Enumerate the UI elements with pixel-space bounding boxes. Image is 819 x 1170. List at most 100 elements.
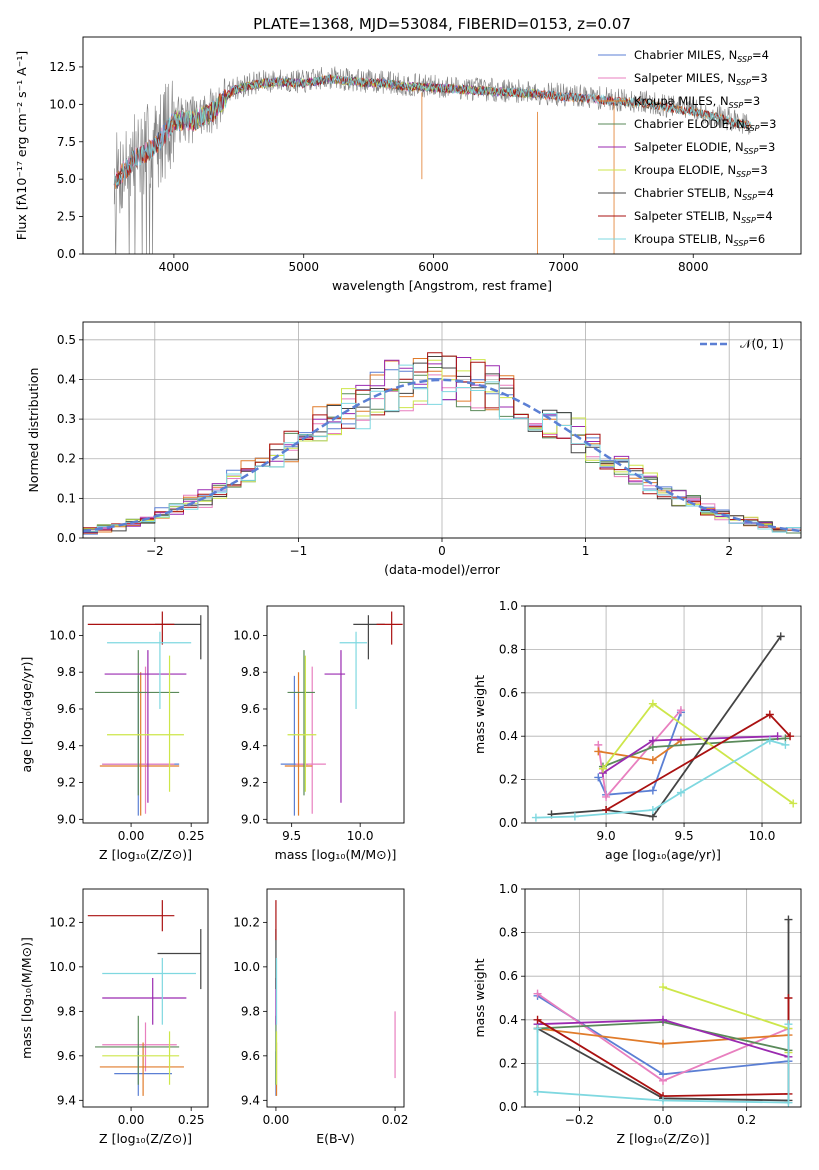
x-tick-label: 7000 <box>548 260 579 274</box>
y-tick-label: 10.0 <box>49 960 76 974</box>
weight-marker-kroupa-stelib <box>659 1096 667 1105</box>
x-tick-label: −2 <box>146 544 164 558</box>
plot-area <box>87 900 202 1096</box>
y-tick-label: 9.8 <box>57 1004 76 1018</box>
y-tick-label: 0.8 <box>499 926 518 940</box>
figure-title: PLATE=1368, MJD=53084, FIBERID=0153, z=0… <box>253 15 631 33</box>
x-tick-label: 4000 <box>159 260 190 274</box>
plot-area <box>83 352 801 535</box>
y-tick-label: 9.0 <box>57 812 76 826</box>
plot-area <box>87 611 202 816</box>
legend-label: 𝒩(0, 1) <box>740 337 784 351</box>
weight-marker-kroupa-stelib <box>784 1098 793 1107</box>
weight-line-chabrier-stelib <box>551 635 782 818</box>
errorbar-salpeter-elodie <box>324 650 346 803</box>
x-tick-label: 8000 <box>678 260 709 274</box>
y-tick-label: 9.2 <box>241 776 260 790</box>
y-tick-label: 7.5 <box>57 135 76 149</box>
y-tick-label: 9.6 <box>241 1049 260 1063</box>
y-tick-label: 9.8 <box>241 1004 260 1018</box>
y-tick-label: 9.8 <box>57 665 76 679</box>
plot-area <box>280 611 403 816</box>
y-tick-label: 1.0 <box>499 882 518 896</box>
legend: 𝒩(0, 1) <box>700 337 784 351</box>
y-tick-label: 9.6 <box>57 702 76 716</box>
weight-marker-kroupa-miles <box>648 756 657 765</box>
x-tick-label: 0.25 <box>178 829 205 843</box>
plot-area <box>533 915 793 1107</box>
errorbar-chabrier-elodie <box>287 650 315 796</box>
weight-marker-salpeter-elodie <box>773 732 782 741</box>
weight-marker-kroupa-stelib <box>533 1087 542 1096</box>
x-axis-label: Z [log₁₀(Z/Z⊙)] <box>99 847 192 862</box>
weight-marker-kroupa-stelib <box>533 1024 542 1033</box>
errorbar-kroupa-stelib <box>102 957 196 1025</box>
weight-marker-kroupa-stelib <box>570 812 579 821</box>
y-tick-label: 0.8 <box>499 642 518 656</box>
errorbar-salpeter-miles <box>295 666 326 814</box>
y-tick-label: 9.6 <box>241 702 260 716</box>
legend-label: Chabrier ELODIE, NSSP=3 <box>634 117 776 133</box>
x-tick-label: −1 <box>290 544 308 558</box>
weight-marker-kroupa-stelib <box>781 740 790 749</box>
y-tick-label: 10.0 <box>233 960 260 974</box>
x-tick-label: 5000 <box>288 260 319 274</box>
y-tick-label: 2.5 <box>57 210 76 224</box>
weight-marker-kroupa-elodie <box>789 799 798 808</box>
weight-marker-salpeter-stelib <box>533 1015 542 1024</box>
weight-marker-salpeter-miles <box>533 989 542 998</box>
y-tick-label: 10.2 <box>49 915 76 929</box>
y-tick-label: 9.4 <box>57 1093 76 1107</box>
y-tick-label: 0.3 <box>57 412 76 426</box>
y-tick-label: 0.0 <box>499 816 518 830</box>
weight-marker-chabrier-stelib <box>784 915 793 924</box>
panel-6: 0.00 0.25 9.4 9.6 9.8 10.0 10.2 Z [log₁₀(Z/Z⊙)]… <box>19 888 209 1146</box>
legend-label: Kroupa STELIB, NSSP=6 <box>634 232 765 248</box>
y-tick-label: 10.0 <box>49 97 76 111</box>
axes-frame <box>82 36 802 255</box>
x-tick-label: 9.5 <box>675 829 694 843</box>
panel-8: −0.2 0.0 0.2 0.0 0.2 0.4 0.6 0.8 1.0 Z [log₁₀(Z/Z… <box>472 882 802 1146</box>
x-tick-label: 10.0 <box>749 829 776 843</box>
weight-marker-salpeter-stelib <box>784 994 793 1002</box>
weight-marker-kroupa-miles <box>594 747 603 756</box>
x-axis-label: Z [log₁₀(Z/Z⊙)] <box>99 1131 192 1146</box>
weight-marker-chabrier-miles <box>648 786 657 795</box>
weight-marker-salpeter-stelib <box>602 805 611 814</box>
errorbar-kroupa-elodie <box>107 655 184 792</box>
y-tick-label: 0.0 <box>57 531 76 545</box>
weight-marker-kroupa-stelib <box>765 736 774 745</box>
normal-reference-curve <box>83 378 801 533</box>
y-tick-label: 9.4 <box>241 739 260 753</box>
weight-marker-kroupa-elodie <box>648 699 657 708</box>
y-tick-label: 0.2 <box>499 1056 518 1070</box>
weight-marker-salpeter-miles <box>676 706 685 715</box>
axes-frame <box>82 888 209 1108</box>
x-tick-label: 0.00 <box>263 1113 290 1127</box>
panel-1: 4000 5000 6000 7000 8000 0.0 2.5 5.0 7.5 10.0 12.5… <box>14 36 802 293</box>
panel-7: 0.00 0.02 9.4 9.6 9.8 10.0 10.2 E(B-V) <box>233 888 408 1146</box>
y-tick-label: 9.8 <box>241 665 260 679</box>
errorbar-kroupa-stelib <box>107 631 192 709</box>
legend-label: Kroupa ELODIE, NSSP=3 <box>634 163 768 179</box>
y-tick-label: 0.1 <box>57 491 76 505</box>
weight-marker-chabrier-miles <box>594 773 603 782</box>
x-axis-label: age [log₁₀(age/yr)] <box>605 847 721 862</box>
weight-marker-kroupa-stelib <box>648 805 657 814</box>
legend-label: Chabrier STELIB, NSSP=4 <box>634 186 774 202</box>
errorbar-kroupa-stelib <box>339 631 368 709</box>
errorbar-salpeter-elodie <box>102 977 187 1025</box>
errorbar-salpeter-stelib <box>87 900 175 932</box>
y-tick-label: 9.2 <box>57 776 76 790</box>
y-tick-label: 5.0 <box>57 172 76 186</box>
y-tick-label: 9.4 <box>57 739 76 753</box>
errorbar-kroupa-miles <box>99 672 180 816</box>
weight-marker-kroupa-stelib <box>676 788 685 797</box>
axes-frame <box>82 605 209 824</box>
errorbar-kroupa-elodie <box>287 655 317 792</box>
x-tick-label: 0.00 <box>118 829 145 843</box>
legend-label: Salpeter STELIB, NSSP=4 <box>634 209 773 225</box>
legend: Chabrier MILES, NSSP=4 Salpeter MILES, NS… <box>598 48 776 248</box>
